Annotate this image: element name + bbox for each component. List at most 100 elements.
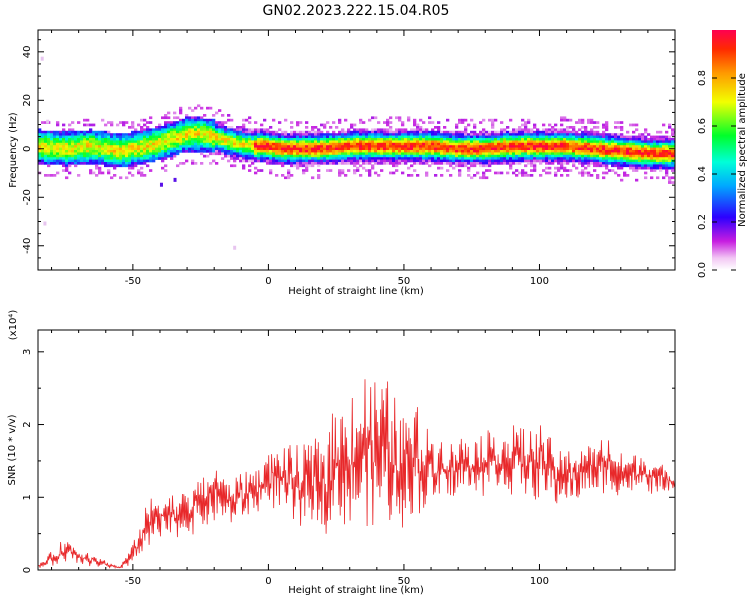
heatmap-cell — [122, 138, 126, 141]
heatmap-cell — [578, 157, 582, 160]
heatmap-cell — [56, 142, 60, 146]
heatmap-cell — [59, 159, 63, 163]
heatmap-cell — [578, 142, 582, 146]
heatmap-cell — [401, 171, 405, 175]
heatmap-cell — [254, 159, 258, 163]
heatmap-cell — [308, 135, 312, 139]
heatmap-cell — [527, 121, 531, 124]
heatmap-cell — [455, 164, 459, 168]
heatmap-cell — [158, 142, 162, 146]
heatmap-cell — [482, 176, 486, 180]
heatmap-cell — [530, 135, 534, 139]
heatmap-cell — [281, 135, 285, 139]
heatmap-cell — [542, 150, 546, 153]
heatmap-cell — [491, 152, 495, 156]
heatmap-cell — [620, 128, 624, 132]
heatmap-cell — [278, 162, 282, 165]
heatmap-cell — [281, 150, 285, 153]
heatmap-cell — [281, 157, 285, 160]
heatmap-cell — [410, 133, 414, 136]
heatmap-cell — [248, 128, 252, 132]
heatmap-cell — [434, 142, 438, 146]
heatmap-cell — [593, 140, 597, 144]
heatmap-cell — [632, 147, 636, 151]
heatmap-cell — [665, 164, 669, 168]
heatmap-cell — [380, 135, 384, 139]
heatmap-cell — [311, 135, 315, 139]
heatmap-cell — [443, 140, 447, 144]
heatmap-cell — [581, 159, 585, 163]
heatmap-cell — [587, 150, 591, 153]
heatmap-cell — [89, 130, 93, 134]
heatmap-cell — [290, 154, 294, 158]
heatmap-cell — [404, 128, 408, 132]
heatmap-cell — [167, 154, 171, 158]
heatmap-cell — [341, 169, 345, 172]
heatmap-cell — [377, 147, 381, 151]
heatmap-cell — [98, 130, 102, 134]
heatmap-cell — [464, 130, 468, 134]
heatmap-cell — [167, 123, 171, 127]
heatmap-cell — [164, 145, 168, 148]
heatmap-cell — [248, 145, 252, 148]
heatmap-cell — [326, 150, 330, 153]
heatmap-cell — [65, 152, 69, 156]
heatmap-cell — [269, 133, 273, 136]
heatmap-cell — [524, 171, 528, 175]
heatmap-cell — [218, 126, 222, 129]
heatmap-cell — [311, 128, 315, 132]
heatmap-cell — [482, 138, 486, 141]
heatmap-cell — [563, 118, 567, 122]
heatmap-cell — [404, 162, 408, 165]
heatmap-cell — [155, 133, 159, 136]
heatmap-cell — [599, 159, 603, 163]
heatmap-cell — [635, 135, 639, 139]
heatmap-cell — [215, 145, 219, 148]
heatmap-cell — [302, 162, 306, 165]
heatmap-cell — [521, 171, 525, 175]
heatmap-cell — [197, 130, 201, 134]
heatmap-cell — [470, 154, 474, 158]
heatmap-cell — [425, 162, 429, 165]
heatmap-cell — [227, 128, 231, 132]
heatmap-cell — [533, 142, 537, 146]
heatmap-cell — [434, 162, 438, 165]
heatmap-cell — [299, 164, 303, 168]
heatmap-cell — [515, 147, 519, 151]
heatmap-cell — [143, 154, 147, 158]
heatmap-cell — [365, 152, 369, 156]
heatmap-cell — [560, 166, 564, 170]
heatmap-cell — [197, 150, 201, 153]
heatmap-cell — [191, 159, 195, 163]
heatmap-cell — [95, 140, 99, 144]
heatmap-cell — [338, 154, 342, 158]
heatmap-cell — [338, 150, 342, 153]
heatmap-cell — [608, 135, 612, 139]
heatmap-cell — [671, 152, 675, 156]
heatmap-cell — [101, 130, 105, 134]
heatmap-cell — [383, 142, 387, 146]
heatmap-cell — [644, 171, 648, 175]
heatmap-cell — [164, 133, 168, 136]
heatmap-cell — [506, 135, 510, 139]
heatmap-cell — [578, 159, 582, 163]
heatmap-cell — [413, 154, 417, 158]
heatmap-cell — [635, 128, 639, 132]
heatmap-cell — [623, 138, 627, 141]
heatmap-cell — [545, 152, 549, 156]
heatmap-cell — [299, 162, 303, 165]
heatmap-cell — [131, 135, 135, 139]
heatmap-cell — [146, 135, 150, 139]
heatmap-cell — [503, 150, 507, 153]
heatmap-cell — [527, 140, 531, 144]
heatmap-cell — [521, 118, 525, 122]
heatmap-cell — [134, 142, 138, 146]
heatmap-cell — [506, 133, 510, 136]
heatmap-cell — [77, 174, 81, 177]
heatmap-cell — [293, 145, 297, 148]
heatmap-cell — [53, 159, 57, 163]
heatmap-cell — [308, 164, 312, 168]
heatmap-cell — [407, 157, 411, 160]
heatmap-cell — [218, 109, 222, 112]
heatmap-cell — [218, 142, 222, 146]
